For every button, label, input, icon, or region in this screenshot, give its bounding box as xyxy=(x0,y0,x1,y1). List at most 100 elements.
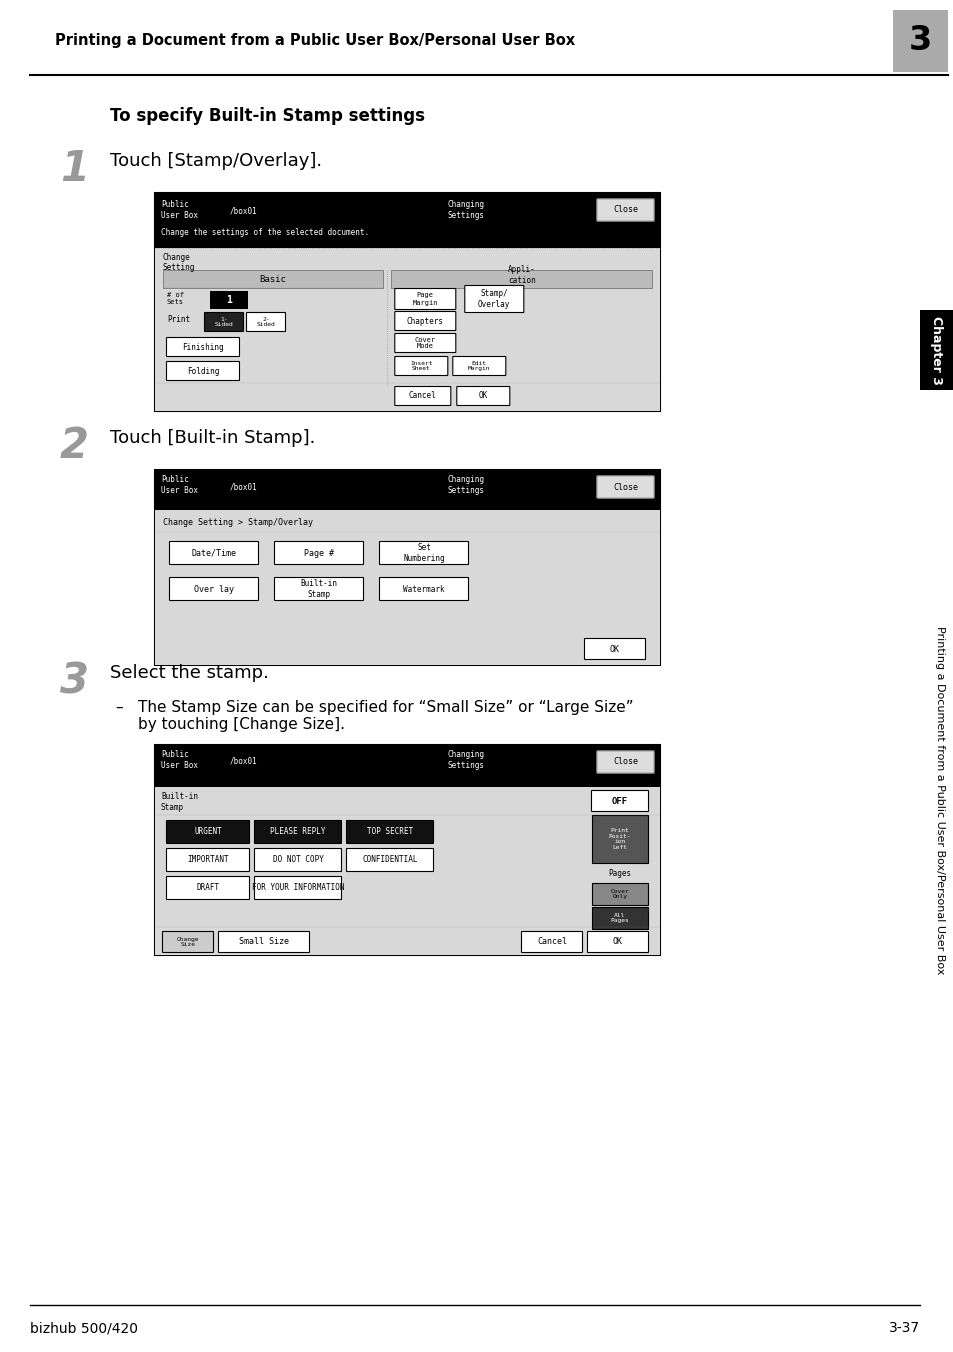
Text: PLEASE REPLY: PLEASE REPLY xyxy=(270,827,325,837)
Text: Cover
Mode: Cover Mode xyxy=(415,337,436,350)
Text: OK: OK xyxy=(609,645,619,653)
Text: Select the stamp.: Select the stamp. xyxy=(110,664,269,681)
Text: Over lay: Over lay xyxy=(193,584,233,594)
Bar xyxy=(210,291,248,310)
FancyBboxPatch shape xyxy=(395,334,456,353)
FancyBboxPatch shape xyxy=(379,577,468,600)
FancyBboxPatch shape xyxy=(587,932,648,953)
FancyBboxPatch shape xyxy=(456,387,509,406)
Text: Pages: Pages xyxy=(608,869,631,877)
Text: Touch [Stamp/Overlay].: Touch [Stamp/Overlay]. xyxy=(110,151,322,170)
FancyBboxPatch shape xyxy=(521,932,582,953)
Text: Folding: Folding xyxy=(187,366,219,376)
Text: Watermark: Watermark xyxy=(403,584,444,594)
Text: Touch [Built-in Stamp].: Touch [Built-in Stamp]. xyxy=(110,429,315,448)
FancyBboxPatch shape xyxy=(167,876,250,899)
Bar xyxy=(592,907,647,929)
Bar xyxy=(592,883,647,904)
FancyBboxPatch shape xyxy=(246,312,285,331)
Text: 2-
Sided: 2- Sided xyxy=(256,316,275,327)
FancyBboxPatch shape xyxy=(464,285,523,312)
Text: Changing
Settings: Changing Settings xyxy=(447,200,484,220)
Text: Edit
Margin: Edit Margin xyxy=(468,361,490,372)
Text: Page #: Page # xyxy=(304,549,334,557)
Bar xyxy=(154,470,659,510)
FancyBboxPatch shape xyxy=(167,361,239,380)
Bar xyxy=(154,745,659,955)
Bar xyxy=(919,310,953,389)
Text: Print: Print xyxy=(167,315,190,324)
FancyBboxPatch shape xyxy=(591,791,648,811)
Bar xyxy=(154,193,659,247)
Text: 2: 2 xyxy=(60,425,89,466)
Text: CONFIDENTIAL: CONFIDENTIAL xyxy=(362,856,417,864)
FancyBboxPatch shape xyxy=(162,932,213,953)
Text: URGENT: URGENT xyxy=(193,827,222,837)
Text: Chapter 3: Chapter 3 xyxy=(929,315,943,384)
FancyBboxPatch shape xyxy=(379,542,468,565)
Text: Change Setting > Stamp/Overlay: Change Setting > Stamp/Overlay xyxy=(163,518,313,527)
Text: Cancel: Cancel xyxy=(537,937,566,946)
FancyBboxPatch shape xyxy=(254,821,341,844)
Text: Small Size: Small Size xyxy=(239,937,289,946)
Text: Printing a Document from a Public User Box/Personal User Box: Printing a Document from a Public User B… xyxy=(934,626,944,975)
Bar xyxy=(592,815,647,863)
FancyBboxPatch shape xyxy=(254,849,341,872)
Text: The Stamp Size can be specified for “Small Size” or “Large Size”
by touching [Ch: The Stamp Size can be specified for “Sma… xyxy=(138,700,633,733)
Text: Chapters: Chapters xyxy=(406,316,443,326)
Text: Public
User Box: Public User Box xyxy=(161,750,198,771)
Bar xyxy=(163,270,383,288)
Text: TOP SECRET: TOP SECRET xyxy=(367,827,413,837)
FancyBboxPatch shape xyxy=(597,750,654,773)
FancyBboxPatch shape xyxy=(346,849,433,872)
Text: Change
Setting: Change Setting xyxy=(163,253,195,272)
Text: IMPORTANT: IMPORTANT xyxy=(187,856,229,864)
Text: Close: Close xyxy=(613,483,638,492)
Text: Cover
Only: Cover Only xyxy=(610,888,629,899)
Text: Close: Close xyxy=(613,206,638,215)
Text: /box01: /box01 xyxy=(230,757,257,767)
Bar xyxy=(154,247,659,411)
Text: /box01: /box01 xyxy=(230,483,257,491)
Text: Public
User Box: Public User Box xyxy=(161,475,198,495)
Bar xyxy=(154,193,659,411)
Text: FOR YOUR INFORMATION: FOR YOUR INFORMATION xyxy=(252,883,344,892)
Text: # of
Sets: # of Sets xyxy=(167,292,184,306)
FancyBboxPatch shape xyxy=(167,821,250,844)
Text: 1: 1 xyxy=(60,147,89,191)
Text: Date/Time: Date/Time xyxy=(192,549,236,557)
Text: 3: 3 xyxy=(60,660,89,702)
Bar xyxy=(391,270,651,288)
Bar xyxy=(154,470,659,665)
Text: Basic: Basic xyxy=(259,274,286,284)
FancyBboxPatch shape xyxy=(395,387,451,406)
Text: bizhub 500/420: bizhub 500/420 xyxy=(30,1321,138,1334)
Text: Print
Posit-
ion
Left: Print Posit- ion Left xyxy=(608,829,631,849)
FancyBboxPatch shape xyxy=(395,357,447,376)
FancyBboxPatch shape xyxy=(274,577,363,600)
Text: Changing
Settings: Changing Settings xyxy=(447,750,484,771)
FancyBboxPatch shape xyxy=(218,932,309,953)
Text: Change
Size: Change Size xyxy=(176,937,199,948)
Text: Built-in
Stamp: Built-in Stamp xyxy=(161,792,198,813)
FancyBboxPatch shape xyxy=(597,476,654,498)
Bar xyxy=(892,9,947,72)
Text: Insert
Sheet: Insert Sheet xyxy=(410,361,432,372)
Text: Appli-
cation: Appli- cation xyxy=(507,265,535,285)
Text: /box01: /box01 xyxy=(230,207,257,216)
Text: OK: OK xyxy=(613,937,622,946)
Bar xyxy=(154,787,659,955)
FancyBboxPatch shape xyxy=(395,288,456,310)
FancyBboxPatch shape xyxy=(584,638,645,660)
FancyBboxPatch shape xyxy=(170,577,258,600)
FancyBboxPatch shape xyxy=(167,338,239,357)
FancyBboxPatch shape xyxy=(346,821,433,844)
Text: 1: 1 xyxy=(226,295,232,306)
Text: OFF: OFF xyxy=(611,796,627,806)
Text: Close: Close xyxy=(613,757,638,767)
Text: Page
Margin: Page Margin xyxy=(412,292,437,306)
FancyBboxPatch shape xyxy=(167,849,250,872)
Text: Printing a Document from a Public User Box/Personal User Box: Printing a Document from a Public User B… xyxy=(55,32,575,47)
Bar xyxy=(154,745,659,787)
Text: DO NOT COPY: DO NOT COPY xyxy=(273,856,323,864)
